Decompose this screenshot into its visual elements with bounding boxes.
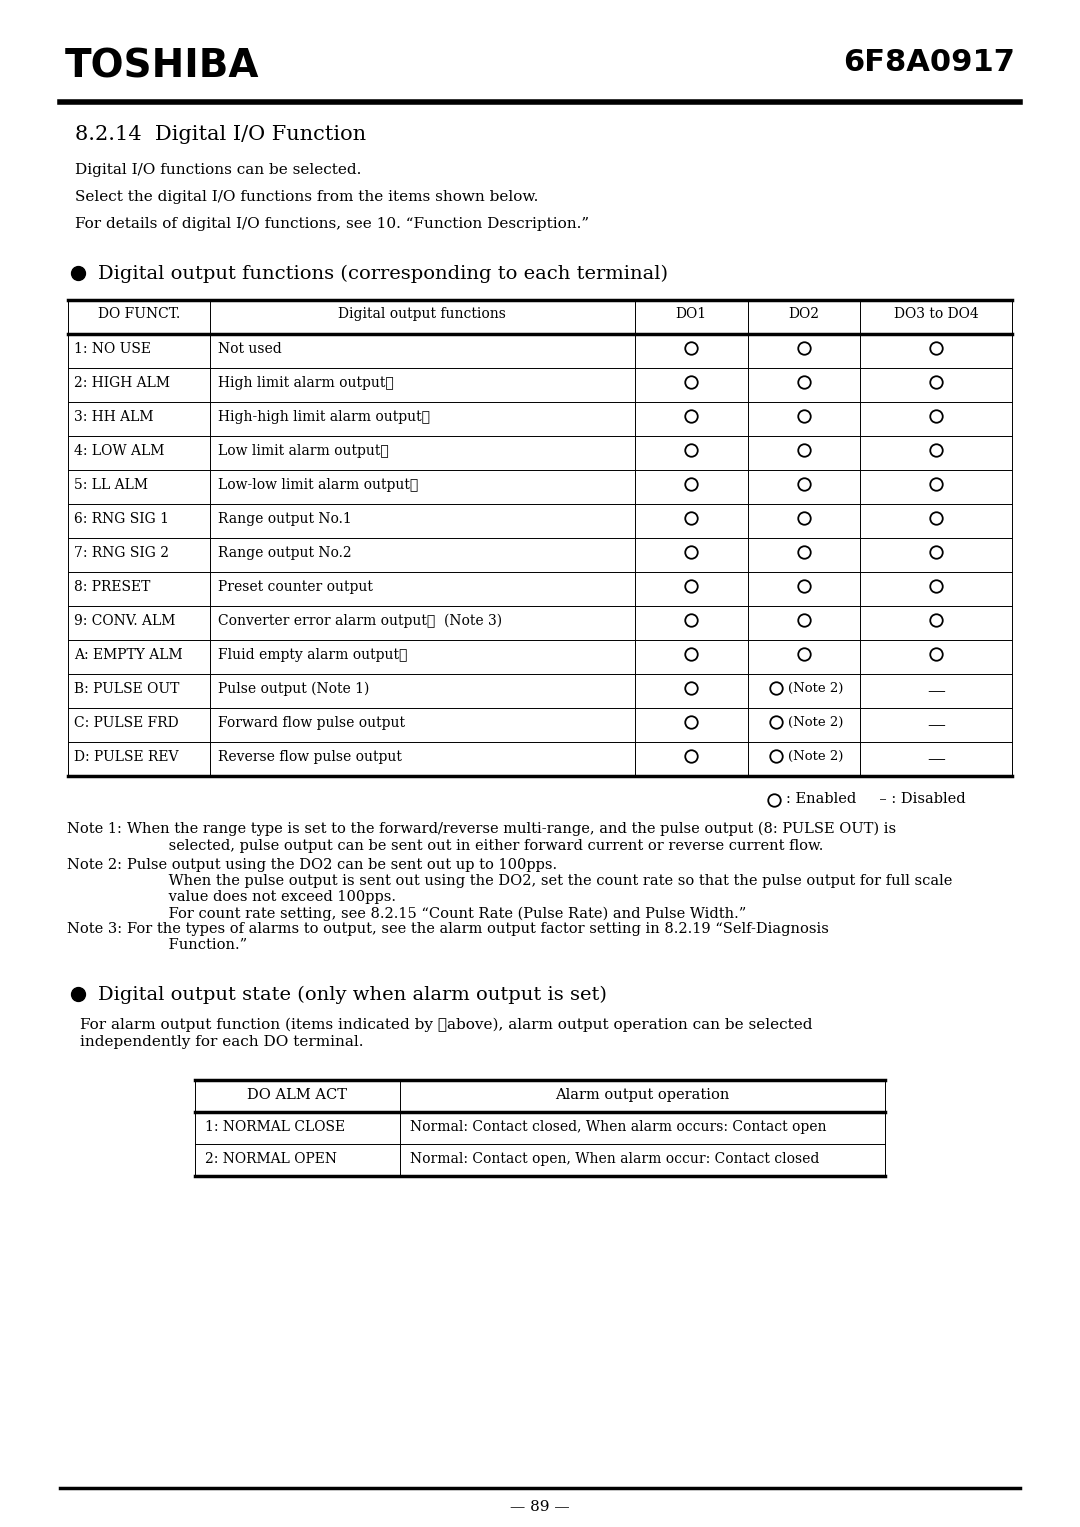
Text: 1: NORMAL CLOSE: 1: NORMAL CLOSE: [205, 1119, 346, 1135]
Text: Converter error alarm output★  (Note 3): Converter error alarm output★ (Note 3): [218, 614, 502, 629]
Text: Normal: Contact closed, When alarm occurs: Contact open: Normal: Contact closed, When alarm occur…: [410, 1119, 826, 1135]
Text: Note 1:: Note 1:: [67, 822, 126, 835]
Text: Low limit alarm output★: Low limit alarm output★: [218, 444, 389, 458]
Text: C: PULSE FRD: C: PULSE FRD: [75, 716, 178, 730]
Text: Range output No.2: Range output No.2: [218, 547, 352, 560]
Text: For alarm output function (items indicated by ★above), alarm output operation ca: For alarm output function (items indicat…: [80, 1019, 812, 1049]
Text: Note 2:: Note 2:: [67, 858, 126, 872]
Text: Pulse output (Note 1): Pulse output (Note 1): [218, 683, 369, 696]
Text: Range output No.1: Range output No.1: [218, 512, 352, 525]
Text: —: —: [927, 683, 945, 699]
Text: High-high limit alarm output★: High-high limit alarm output★: [218, 411, 430, 425]
Text: DO1: DO1: [675, 307, 706, 321]
Text: B: PULSE OUT: B: PULSE OUT: [75, 683, 179, 696]
Text: Digital I/O functions can be selected.: Digital I/O functions can be selected.: [75, 163, 362, 177]
Text: 8.2.14  Digital I/O Function: 8.2.14 Digital I/O Function: [75, 125, 366, 144]
Text: 3: HH ALM: 3: HH ALM: [75, 411, 153, 425]
Text: Normal: Contact open, When alarm occur: Contact closed: Normal: Contact open, When alarm occur: …: [410, 1151, 820, 1167]
Text: D: PULSE REV: D: PULSE REV: [75, 750, 178, 764]
Text: Digital output functions (corresponding to each terminal): Digital output functions (corresponding …: [98, 266, 669, 282]
Text: Low-low limit alarm output★: Low-low limit alarm output★: [218, 478, 418, 492]
Text: DO FUNCT.: DO FUNCT.: [98, 307, 180, 321]
Text: (Note 2): (Note 2): [788, 750, 843, 764]
Text: 2: HIGH ALM: 2: HIGH ALM: [75, 376, 170, 389]
Text: DO2: DO2: [788, 307, 820, 321]
Text: Digital output state (only when alarm output is set): Digital output state (only when alarm ou…: [98, 986, 607, 1005]
Text: For details of digital I/O functions, see 10. “Function Description.”: For details of digital I/O functions, se…: [75, 217, 589, 231]
Text: Digital output functions: Digital output functions: [338, 307, 505, 321]
Text: (Note 2): (Note 2): [788, 683, 843, 695]
Text: 1: NO USE: 1: NO USE: [75, 342, 151, 356]
Text: Fluid empty alarm output★: Fluid empty alarm output★: [218, 647, 407, 663]
Text: A: EMPTY ALM: A: EMPTY ALM: [75, 647, 183, 663]
Text: TOSHIBA: TOSHIBA: [65, 47, 259, 86]
Text: : Enabled     – : Disabled: : Enabled – : Disabled: [786, 793, 966, 806]
Text: Pulse output using the DO2 can be sent out up to 100pps.
         When the pulse: Pulse output using the DO2 can be sent o…: [127, 858, 953, 921]
Text: Select the digital I/O functions from the items shown below.: Select the digital I/O functions from th…: [75, 189, 538, 205]
Text: 7: RNG SIG 2: 7: RNG SIG 2: [75, 547, 168, 560]
Text: 2: NORMAL OPEN: 2: NORMAL OPEN: [205, 1151, 337, 1167]
Text: Forward flow pulse output: Forward flow pulse output: [218, 716, 405, 730]
Text: —: —: [927, 750, 945, 768]
Text: —: —: [927, 716, 945, 734]
Text: 4: LOW ALM: 4: LOW ALM: [75, 444, 164, 458]
Text: Note 3:: Note 3:: [67, 922, 126, 936]
Text: Preset counter output: Preset counter output: [218, 580, 373, 594]
Text: 6: RNG SIG 1: 6: RNG SIG 1: [75, 512, 168, 525]
Text: Not used: Not used: [218, 342, 282, 356]
Text: For the types of alarms to output, see the alarm output factor setting in 8.2.19: For the types of alarms to output, see t…: [127, 922, 828, 953]
Text: 8: PRESET: 8: PRESET: [75, 580, 150, 594]
Text: DO3 to DO4: DO3 to DO4: [893, 307, 978, 321]
Text: 6F8A0917: 6F8A0917: [843, 47, 1015, 76]
Text: — 89 —: — 89 —: [510, 1500, 570, 1513]
Text: High limit alarm output★: High limit alarm output★: [218, 376, 394, 389]
Text: Reverse flow pulse output: Reverse flow pulse output: [218, 750, 402, 764]
Text: Alarm output operation: Alarm output operation: [555, 1089, 729, 1102]
Text: When the range type is set to the forward/reverse multi-range, and the pulse out: When the range type is set to the forwar…: [127, 822, 896, 852]
Text: 5: LL ALM: 5: LL ALM: [75, 478, 148, 492]
Text: 9: CONV. ALM: 9: CONV. ALM: [75, 614, 175, 628]
Text: DO ALM ACT: DO ALM ACT: [247, 1089, 347, 1102]
Text: (Note 2): (Note 2): [788, 716, 843, 728]
